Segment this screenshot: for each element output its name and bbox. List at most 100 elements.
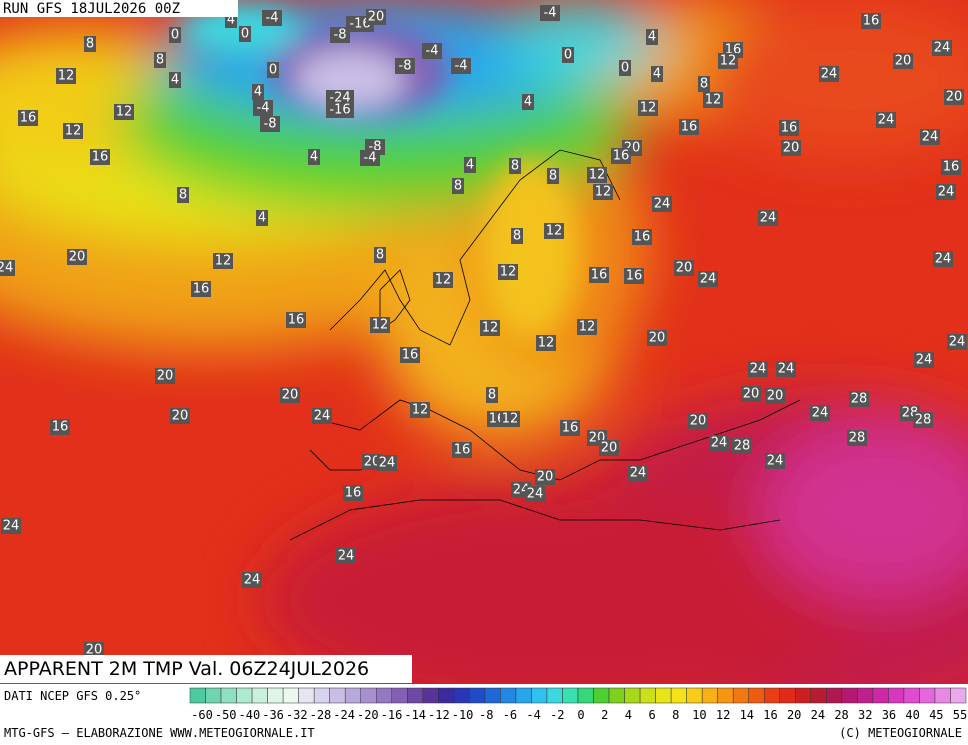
label-box: [652, 196, 672, 212]
color-swatch: [950, 687, 967, 704]
label-box: [213, 253, 233, 269]
label-text: 20: [895, 54, 912, 69]
temp-label: 8: [154, 52, 166, 68]
label-box: [703, 92, 723, 108]
label-text: 16: [402, 348, 419, 363]
colorbar-tick-label: 55: [953, 708, 967, 722]
temp-label: 8: [177, 187, 189, 203]
colorbar-tick-label: -60: [191, 708, 213, 722]
label-box: [18, 110, 38, 126]
temp-label: 20: [893, 53, 913, 69]
label-box: [486, 387, 498, 403]
color-swatch: [484, 687, 501, 704]
label-text: 4: [310, 150, 318, 165]
label-text: 8: [86, 37, 94, 52]
colorbar-tick-label: 32: [858, 708, 872, 722]
temp-label: 24: [876, 112, 896, 128]
temp-label: 24: [336, 548, 356, 564]
label-text: 4: [466, 158, 474, 173]
label-text: 20: [282, 388, 299, 403]
temp-label: 20: [781, 140, 801, 156]
label-text: 24: [916, 353, 933, 368]
colorbar-tick-label: -10: [452, 708, 474, 722]
label-box: [628, 465, 648, 481]
label-box: [366, 9, 386, 25]
label-text: 24: [700, 272, 717, 287]
label-box: [765, 388, 785, 404]
temp-label: 16: [861, 13, 881, 29]
temp-label: 12: [577, 319, 597, 335]
temp-label: 16: [589, 267, 609, 283]
colorbar-tick-label: -36: [262, 708, 284, 722]
temp-label: 20: [155, 368, 175, 384]
label-box: [819, 66, 839, 82]
label-text: -16: [329, 103, 350, 118]
temp-label: 20: [599, 440, 619, 456]
label-box: [947, 334, 967, 350]
label-text: 12: [595, 185, 612, 200]
temp-label: -4: [422, 43, 442, 59]
color-swatch: [329, 687, 346, 704]
temp-label: 0: [267, 62, 279, 78]
label-text: -24: [329, 91, 350, 106]
temp-label: 28: [913, 412, 933, 428]
label-box: [262, 10, 282, 26]
label-text: -4: [544, 6, 557, 21]
temp-label: 20: [170, 408, 190, 424]
label-box: [56, 68, 76, 84]
label-text: 12: [435, 273, 452, 288]
temp-label: 16: [632, 229, 652, 245]
label-box: [619, 60, 631, 76]
label-box: [536, 335, 556, 351]
temp-label: 24: [819, 66, 839, 82]
temp-label: 12: [213, 253, 233, 269]
color-swatch: [701, 687, 718, 704]
run-box: [0, 0, 238, 17]
colorbar-tick-label: -12: [428, 708, 450, 722]
colorbar-tick-label: 6: [648, 708, 655, 722]
label-text: 24: [711, 436, 728, 451]
label-box: [239, 26, 251, 42]
label-text: 20: [676, 261, 693, 276]
color-swatch: [655, 687, 672, 704]
temp-label: 4: [646, 29, 658, 45]
label-text: 24: [812, 406, 829, 421]
color-swatch: [422, 687, 439, 704]
credit: MTG-GFS — ELABORAZIONE WWW.METEOGIORNALE…: [4, 726, 315, 740]
label-box: [90, 149, 110, 165]
label-text: 12: [705, 93, 722, 108]
label-text: -8: [399, 59, 412, 74]
color-swatch: [841, 687, 858, 704]
label-text: 24: [338, 549, 355, 564]
label-box: [876, 112, 896, 128]
label-text: -4: [364, 151, 377, 166]
temp-label: 24: [242, 572, 262, 588]
label-box: [847, 430, 867, 446]
map-labels: -40048841212161216-8-162004-4-8-24-16-8-…: [0, 5, 967, 658]
color-swatch: [763, 687, 781, 704]
colorbar-tick-label: -16: [381, 708, 403, 722]
label-box: [647, 330, 667, 346]
color-swatch: [903, 687, 920, 704]
label-box: [67, 249, 87, 265]
label-text: 20: [767, 389, 784, 404]
label-box: [256, 210, 268, 226]
color-swatch: [857, 687, 874, 704]
colorbar-tick-label: -32: [286, 708, 308, 722]
color-swatch: [298, 687, 315, 704]
label-text: 20: [743, 387, 760, 402]
temp-label: 24: [525, 486, 545, 502]
label-text: 0: [171, 28, 179, 43]
temp-label: 20: [688, 413, 708, 429]
label-text: 4: [171, 73, 179, 88]
label-text: 24: [527, 487, 544, 502]
temp-label: 20: [366, 9, 386, 25]
temp-label: 24: [709, 435, 729, 451]
color-swatch: [732, 687, 749, 704]
label-box: [63, 123, 83, 139]
temp-label: 20: [67, 249, 87, 265]
label-text: 24: [0, 261, 13, 276]
label-box: [587, 167, 607, 183]
temperature-field: [0, 0, 968, 684]
temp-label: 16: [779, 120, 799, 136]
